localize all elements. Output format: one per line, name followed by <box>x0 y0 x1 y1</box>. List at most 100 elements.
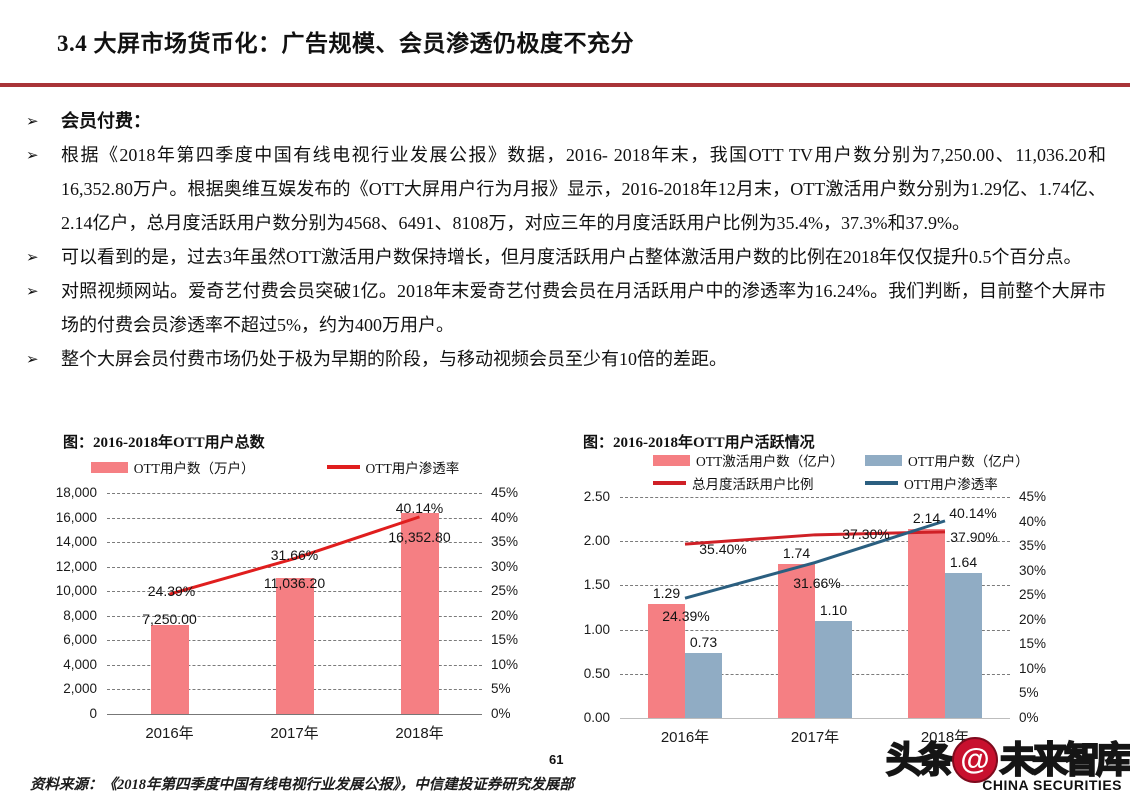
line-series-layer <box>169 515 420 596</box>
legend-bar-swatch <box>865 454 902 466</box>
y-axis-label: 45% <box>491 485 519 500</box>
bullet-arrow-icon: ➢ <box>26 350 39 368</box>
y-axis-label: 4,000 <box>63 656 97 672</box>
bullet-text: 对照视频网站。爱奇艺付费会员突破1亿。2018年末爱奇艺付费会员在月活跃用户中的… <box>61 281 1106 335</box>
chart-legend: OTT激活用户数（亿户） OTT用户数（亿户） 总月度活跃用户比例 OTT用户渗透率 <box>653 450 1029 493</box>
line-value-label: 31.66% <box>793 574 841 591</box>
bar-value-label: 1.74 <box>782 545 811 562</box>
bar-2 <box>815 620 852 718</box>
bar-value-label: 7,250.00 <box>142 610 197 627</box>
bar-2 <box>685 653 722 718</box>
y-axis-label: 2.50 <box>583 489 610 504</box>
bar-1 <box>150 624 189 714</box>
x-axis-line <box>107 714 482 715</box>
y-axis-label: 2,000 <box>63 681 97 697</box>
y-axis-label: 40% <box>491 509 519 525</box>
source-note: 资料来源：《2018年第四季度中国有线电视行业发展公报》，中信建投证券研究发展部 <box>30 777 574 793</box>
bar-1 <box>275 578 314 714</box>
y-axis-label: 0.50 <box>583 665 610 681</box>
y-axis-label: 2.00 <box>583 533 610 549</box>
watermark-subtitle: CHINA SECURITIES <box>982 777 1122 793</box>
watermark: 头条 @ 未来智库 CHINA SECURITIES <box>885 737 1130 797</box>
y-axis-label: 5% <box>1019 685 1039 701</box>
line-value-label: 40.14% <box>395 499 444 516</box>
y-axis-label: 10% <box>491 656 519 672</box>
bullet-arrow-icon: ➢ <box>26 146 39 164</box>
legend-line-swatch <box>653 481 686 485</box>
plot-area <box>620 497 1010 719</box>
legend-item: OTT用户渗透率 <box>865 473 1029 493</box>
y-axis-label: 30% <box>1019 562 1047 578</box>
y-axis-label: 8,000 <box>63 607 97 623</box>
x-axis-label: 2018年 <box>920 729 970 746</box>
line-value-label: 31.66% <box>270 546 319 563</box>
legend-line-swatch <box>326 465 360 469</box>
line-value-label: 35.40% <box>699 541 747 558</box>
x-axis-label: 2016年 <box>145 725 194 742</box>
legend-item: OTT激活用户数（亿户） <box>653 450 865 470</box>
y-axis-label: 20% <box>491 607 519 623</box>
watermark-brand: 未来智库 <box>999 739 1130 781</box>
y-axis-label: 0.00 <box>583 710 610 725</box>
bullet-arrow-icon: ➢ <box>26 112 39 130</box>
y-axis-label: 40% <box>1019 513 1047 529</box>
bar-2 <box>945 573 982 718</box>
bullet-item: ➢ 可以看到的是，过去3年虽然OTT激活用户数保持增长，但月度活跃用户占整体激活用… <box>24 240 1106 274</box>
gridline <box>620 585 1010 587</box>
bullet-list: ➢ 会员付费： ➢ 根据《2018年第四季度中国有线电视行业发展公报》数据，2016-… <box>24 104 1106 376</box>
legend-label: OTT用户数（亿户） <box>908 454 1029 469</box>
plot-area <box>107 493 482 715</box>
line-value-label: 37.30% <box>842 525 890 542</box>
y-axis-label: 10% <box>1019 660 1047 676</box>
bar-1 <box>400 513 439 714</box>
line-value-label: 24.39% <box>147 583 196 600</box>
y-axis-label: 1.00 <box>583 621 610 637</box>
y-axis-label: 0% <box>491 706 511 721</box>
gridline <box>107 566 482 568</box>
legend-label: OTT激活用户数（亿户） <box>696 454 844 469</box>
y-axis-label: 0 <box>89 706 97 721</box>
x-axis-line <box>620 718 1010 719</box>
figure-ott-total-users: 图：2016-2018年OTT用户总数 OTT用户数（万户） OTT用户渗透率 0 2,… <box>55 424 535 776</box>
line-series <box>684 519 946 600</box>
legend-item: OTT用户数（万户） <box>90 457 255 477</box>
y-axis-label: 15% <box>1019 636 1047 652</box>
bullet-arrow-icon: ➢ <box>26 282 39 300</box>
legend-bar-swatch <box>653 454 690 466</box>
y-axis-label: 6,000 <box>63 632 97 648</box>
y-axis-label: 35% <box>1019 538 1047 554</box>
chart-legend: OTT用户数（万户） OTT用户渗透率 <box>55 457 495 477</box>
gridline <box>107 493 482 494</box>
legend-label: OTT用户渗透率 <box>904 477 998 492</box>
bullet-item: ➢ 整个大屏会员付费市场仍处于极为早期的阶段，与移动视频会员至少有10倍的差距。 <box>24 342 1106 376</box>
y-axis-label: 30% <box>491 558 519 574</box>
page-title: 3.4 大屏市场货币化：广告规模、会员渗透仍极度不充分 <box>57 31 634 56</box>
figure-ott-active-users: 图：2016-2018年OTT用户活跃情况 OTT激活用户数（亿户） OTT用户数（… <box>575 424 1067 776</box>
x-axis-label: 2017年 <box>790 729 840 746</box>
y-axis-label: 15% <box>491 632 519 648</box>
bar-value-label: 2.14 <box>912 509 941 526</box>
x-axis-label: 2017年 <box>270 725 319 742</box>
y-axis-label: 25% <box>491 583 519 599</box>
y-axis-label: 16,000 <box>55 509 97 525</box>
y-axis-label: 20% <box>1019 611 1047 627</box>
line-value-label: 37.90% <box>950 528 998 545</box>
bullet-text: 整个大屏会员付费市场仍处于极为早期的阶段，与移动视频会员至少有10倍的差距。 <box>61 349 727 369</box>
bar-value-label: 16,352.80 <box>388 529 451 546</box>
y-axis-label: 1.50 <box>583 577 610 593</box>
y-axis-label: 5% <box>491 681 511 697</box>
line-series <box>169 515 420 596</box>
legend-label: OTT用户渗透率 <box>365 461 460 476</box>
y-axis-label: 18,000 <box>55 485 97 500</box>
legend-item: OTT用户渗透率 <box>326 457 460 477</box>
gridline <box>107 542 482 544</box>
legend-line-swatch <box>865 481 898 485</box>
gridline <box>620 541 1010 543</box>
chart-title: 图：2016-2018年OTT用户活跃情况 <box>583 435 815 451</box>
bullet-text: 根据《2018年第四季度中国有线电视行业发展公报》数据，2016- 2018年末… <box>61 145 1106 233</box>
y-axis-label: 35% <box>491 534 519 550</box>
x-axis-label: 2018年 <box>395 725 444 742</box>
bullet-item: ➢ 会员付费： <box>24 104 1106 138</box>
y-axis-label: 0% <box>1019 710 1039 725</box>
